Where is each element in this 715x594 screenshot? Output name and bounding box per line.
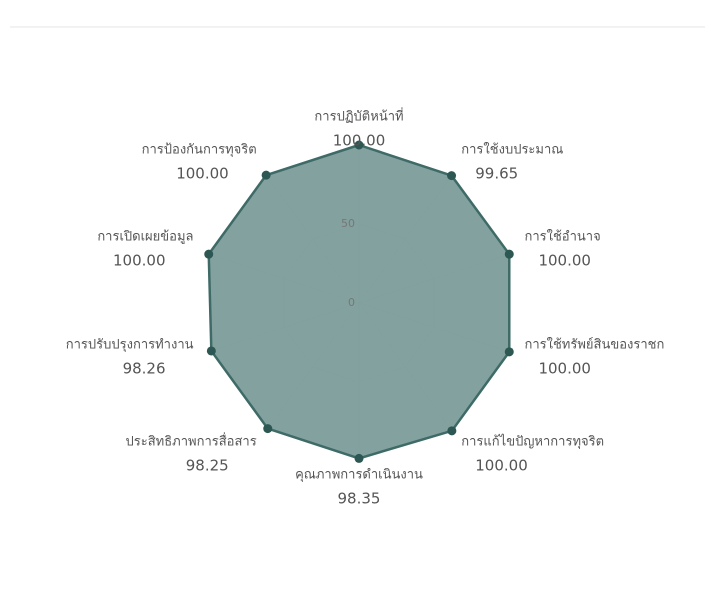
axis-label: การปฏิบัติหน้าที่ [314, 108, 403, 125]
value-label: 100.00 [475, 456, 528, 474]
value-label: 98.26 [123, 359, 166, 377]
data-point [354, 453, 364, 463]
axis-label: ประสิทธิภาพการสื่อสาร [126, 432, 257, 449]
axis-label: การใช้งบประมาณ [461, 142, 563, 158]
value-label: 100.00 [113, 252, 166, 270]
tick-label: 50 [341, 217, 355, 230]
axis-label: การปรับปรุงการทำงาน [66, 337, 194, 352]
axis-label: การป้องกันการทุจริต [142, 143, 257, 158]
data-point [504, 347, 514, 357]
value-label: 100.00 [538, 252, 591, 270]
data-point [504, 249, 514, 259]
radar-area [207, 143, 511, 460]
tick-label: 0 [348, 296, 355, 309]
value-label: 99.65 [475, 165, 518, 183]
value-label: 100.00 [538, 359, 591, 377]
axis-label: การใช้อำนาจ [524, 229, 600, 245]
axis-label: การใช้ทรัพย์สินของราชก [524, 336, 664, 352]
data-point [447, 171, 457, 181]
value-label: 98.35 [338, 490, 381, 508]
data-point [263, 424, 273, 434]
axis-label: คุณภาพการดำเนินงาน [295, 468, 423, 483]
value-label: 100.00 [333, 132, 386, 150]
data-point [261, 170, 271, 180]
data-point [354, 140, 364, 150]
value-label: 100.00 [176, 165, 229, 183]
axis-label: การเปิดเผยข้อมูล [97, 230, 193, 245]
data-point [206, 346, 216, 356]
data-point [204, 249, 214, 259]
data-point [447, 426, 457, 436]
axis-label: การแก้ไขปัญหาการทุจริต [461, 433, 604, 449]
value-label: 98.25 [186, 456, 229, 474]
